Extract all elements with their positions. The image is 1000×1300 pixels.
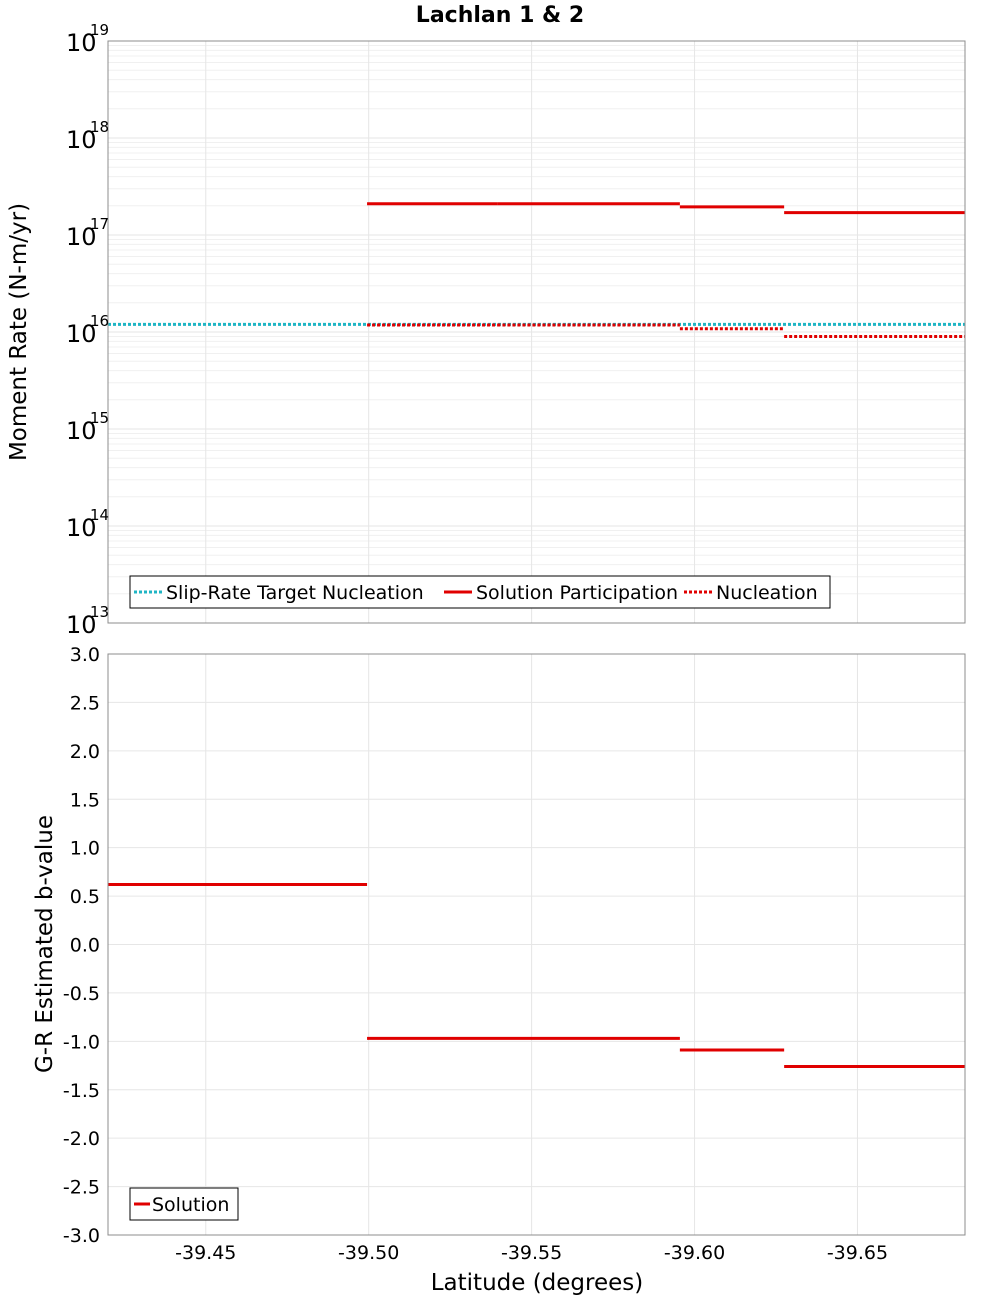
y-tick-label-exponent: 16 <box>90 312 109 330</box>
legend-label: Slip-Rate Target Nucleation <box>166 582 424 604</box>
y-axis-title-moment-rate: Moment Rate (N-m/yr) <box>6 203 32 461</box>
x-tick-label: -39.65 <box>827 1242 888 1264</box>
y-tick-label: -1.5 <box>63 1080 100 1102</box>
y-tick-label: 0.5 <box>70 886 100 908</box>
y-tick-label: 2.0 <box>70 741 100 763</box>
y-tick-label-exponent: 18 <box>90 118 109 136</box>
y-tick-label: -3.0 <box>63 1225 100 1247</box>
x-tick-label: -39.50 <box>338 1242 399 1264</box>
plot-frame-top <box>107 40 966 624</box>
x-tick-label: -39.60 <box>664 1242 725 1264</box>
y-tick-label: 3.0 <box>70 644 100 666</box>
y-tick-label-base: 10 <box>66 29 97 57</box>
y-tick-label: -1.0 <box>63 1031 100 1053</box>
legend-box <box>129 575 831 609</box>
y-tick-label-base: 10 <box>66 611 97 639</box>
y-tick-label-base: 10 <box>66 514 97 542</box>
x-tick-label: -39.45 <box>175 1242 236 1264</box>
y-tick-label-base: 10 <box>66 417 97 445</box>
y-tick-label: 2.5 <box>70 692 100 714</box>
legend-label: Solution <box>152 1194 229 1216</box>
y-tick-label: -0.5 <box>63 983 100 1005</box>
y-tick-label-base: 10 <box>66 223 97 251</box>
b-value-panel: 3.0 2.5 2.0 1.5 1.0 0.5 0.0 -0.5 -1.0 -1.5 -2.0 -2.… <box>63 644 966 1264</box>
x-tick-label: -39.55 <box>501 1242 562 1264</box>
plot-frame-bottom <box>107 653 966 1236</box>
y-tick-label-exponent: 13 <box>90 603 109 621</box>
chart-title: Lachlan 1 & 2 <box>416 3 584 28</box>
legend-label: Nucleation <box>716 582 818 604</box>
y-tick-label-base: 10 <box>66 320 97 348</box>
y-tick-label: 0.0 <box>70 935 100 957</box>
y-tick-label: 1.5 <box>70 789 100 811</box>
y-tick-label-exponent: 19 <box>90 21 109 39</box>
y-tick-label: 1.0 <box>70 838 100 860</box>
x-axis-title: Latitude (degrees) <box>431 1270 644 1296</box>
y-tick-label: -2.0 <box>63 1128 100 1150</box>
y-tick-label-exponent: 14 <box>90 506 109 524</box>
y-tick-label: -2.5 <box>63 1177 100 1199</box>
legend-label: Solution Participation <box>476 582 678 604</box>
y-tick-label-exponent: 17 <box>90 215 109 233</box>
y-tick-label-exponent: 15 <box>90 409 109 427</box>
y-tick-label-base: 10 <box>66 126 97 154</box>
y-axis-title-b-value: G-R Estimated b-value <box>32 815 58 1073</box>
